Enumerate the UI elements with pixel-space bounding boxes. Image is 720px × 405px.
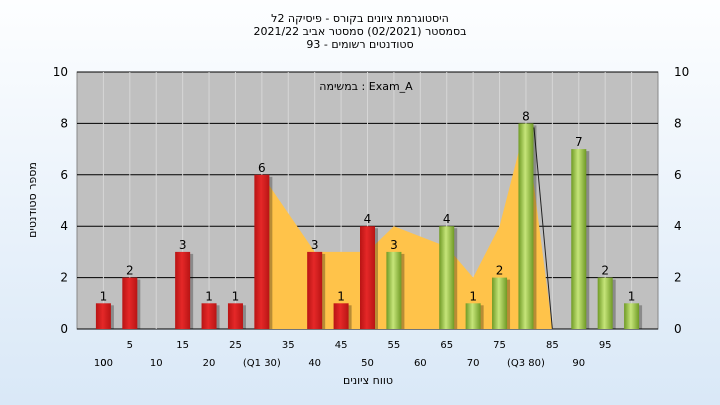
x-axis-ticks-lower: 0 10 20 (Q1 30) 40 50 60 70 (Q3 80) 90 100 bbox=[94, 358, 585, 369]
x-tick-lower: 60 bbox=[414, 358, 427, 369]
bar-label-90: 7 bbox=[575, 135, 583, 149]
bar-label-25: 1 bbox=[232, 289, 240, 303]
y-tick-right: 8 bbox=[674, 116, 682, 130]
bar-15 bbox=[175, 251, 191, 329]
chart-title-line-3: סטודנטים רשומים - 93 bbox=[306, 38, 413, 51]
bar-55 bbox=[386, 251, 402, 329]
x-tick-lower: 50 bbox=[361, 358, 374, 369]
bar-label-15: 3 bbox=[179, 238, 187, 252]
x-tick-upper: 25 bbox=[229, 340, 242, 351]
bar-label-100: 1 bbox=[628, 289, 636, 303]
y-tick-right: 4 bbox=[674, 219, 682, 233]
x-tick-lower: 40 bbox=[308, 358, 321, 369]
y-tick-left: 2 bbox=[60, 271, 68, 285]
bar-series bbox=[95, 123, 643, 330]
bar-75 bbox=[492, 277, 508, 329]
grid-lines bbox=[77, 71, 658, 330]
y-tick-right: 10 bbox=[674, 65, 689, 79]
bar-label-55: 3 bbox=[390, 238, 398, 252]
bar-90 bbox=[571, 149, 587, 329]
y-tick-left: 6 bbox=[60, 168, 68, 182]
y-tick-right: 0 bbox=[674, 322, 682, 336]
x-tick-upper: 15 bbox=[176, 340, 189, 351]
x-tick-lower: 90 bbox=[572, 358, 585, 369]
bar-40 bbox=[307, 251, 323, 329]
x-tick-lower: 70 bbox=[467, 358, 480, 369]
bar-label-20: 1 bbox=[205, 289, 213, 303]
bar-label-5: 2 bbox=[126, 264, 134, 278]
chart-title-line-2: בסמסטר (02/2021) סמסטר אביב 2021/22 bbox=[253, 25, 466, 38]
bar-label-80: 8 bbox=[522, 109, 530, 123]
x-tick-upper: 95 bbox=[599, 340, 612, 351]
y-tick-left: 4 bbox=[60, 219, 68, 233]
bar-45 bbox=[333, 303, 349, 329]
area-series bbox=[261, 123, 553, 330]
x-tick-lower: 100 bbox=[94, 358, 113, 369]
bar-label-0: 1 bbox=[100, 289, 108, 303]
y-tick-left: 10 bbox=[53, 65, 68, 79]
x-tick-upper: 75 bbox=[493, 340, 506, 351]
y-tick-left: 8 bbox=[60, 116, 68, 130]
x-tick-upper: 65 bbox=[440, 340, 453, 351]
y-axis-left-ticks: 0 2 4 6 8 10 bbox=[53, 65, 68, 336]
x-tick-upper: 85 bbox=[546, 340, 559, 351]
x-tick-upper: 5 bbox=[127, 340, 133, 351]
bar-label-40: 3 bbox=[311, 238, 319, 252]
bar-label-75: 2 bbox=[496, 264, 504, 278]
bar-95 bbox=[597, 277, 613, 329]
y-axis-right-ticks: 0 2 4 6 8 10 bbox=[674, 65, 689, 336]
bar-100 bbox=[624, 303, 640, 329]
x-tick-lower: 20 bbox=[203, 358, 216, 369]
x-axis-label: טווח ציונים bbox=[343, 374, 393, 387]
x-tick-upper: 55 bbox=[388, 340, 401, 351]
chart-title-line-1: היסטוגרמת ציונים בקורס - פיסיקה 2ל bbox=[271, 12, 449, 25]
y-tick-right: 6 bbox=[674, 168, 682, 182]
bar-label-95: 2 bbox=[601, 264, 609, 278]
bar-label-70: 1 bbox=[469, 289, 477, 303]
annotation-label: במשימה : Exam_A bbox=[319, 80, 413, 93]
bar-30 bbox=[254, 174, 270, 329]
bar-label-50: 4 bbox=[364, 212, 372, 226]
x-tick-upper: 45 bbox=[335, 340, 348, 351]
bar-label-65: 4 bbox=[443, 212, 451, 226]
area-edge-line bbox=[533, 127, 553, 330]
x-tick-upper: 35 bbox=[282, 340, 295, 351]
y-tick-right: 2 bbox=[674, 271, 682, 285]
y-tick-left: 0 bbox=[60, 322, 68, 336]
bar-value-labels: 1 2 3 1 1 6 3 1 4 3 4 1 2 8 7 2 1 bbox=[100, 109, 636, 303]
y-axis-label: מספר סטודנטים bbox=[26, 162, 39, 238]
x-axis-ticks-upper: 5 15 25 35 45 55 65 75 85 95 bbox=[127, 340, 612, 351]
bar-65 bbox=[439, 226, 455, 329]
x-tick-lower: (Q3 80) bbox=[507, 358, 545, 369]
bar-label-30: 6 bbox=[258, 161, 266, 175]
bar-25 bbox=[227, 303, 243, 329]
bar-label-45: 1 bbox=[337, 289, 345, 303]
bar-5 bbox=[122, 277, 138, 329]
x-tick-lower: 0 bbox=[100, 358, 106, 369]
bar-70 bbox=[465, 303, 481, 329]
bar-80 bbox=[518, 123, 534, 330]
bar-20 bbox=[201, 303, 217, 329]
x-tick-lower: 10 bbox=[150, 358, 163, 369]
x-tick-lower: (Q1 30) bbox=[243, 358, 281, 369]
bar-50 bbox=[360, 226, 375, 329]
distribution-area bbox=[261, 123, 553, 330]
bar-0 bbox=[95, 303, 111, 329]
